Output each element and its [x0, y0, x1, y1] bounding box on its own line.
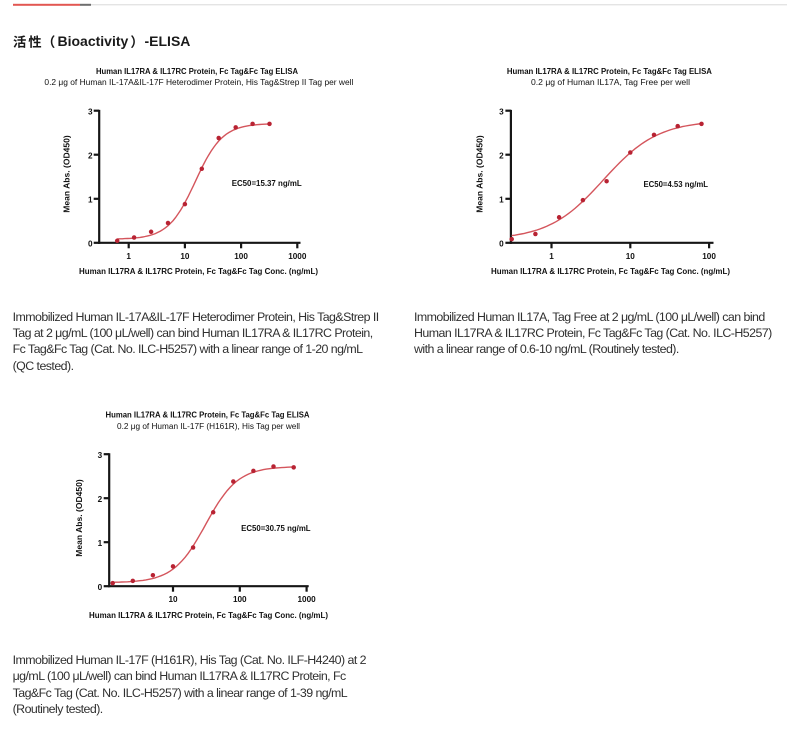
svg-text:1: 1 [549, 252, 554, 261]
svg-text:0.2 μg of Human IL-17A&IL-17F: 0.2 μg of Human IL-17A&IL-17F Heterodime… [44, 78, 353, 87]
svg-text:1000: 1000 [297, 595, 316, 604]
svg-text:Human IL17RA & IL17RC Protein,: Human IL17RA & IL17RC Protein, Fc Tag&Fc… [96, 67, 298, 76]
svg-text:1000: 1000 [288, 252, 307, 261]
svg-text:1: 1 [126, 252, 131, 261]
svg-text:3: 3 [88, 107, 93, 116]
svg-text:10: 10 [180, 252, 190, 261]
svg-text:Human IL17RA & IL17RC Protein,: Human IL17RA & IL17RC Protein, Fc Tag&Fc… [89, 611, 328, 620]
svg-text:0: 0 [499, 239, 504, 248]
svg-text:10: 10 [168, 595, 178, 604]
svg-text:EC50=4.53 ng/mL: EC50=4.53 ng/mL [644, 180, 709, 189]
svg-text:2: 2 [98, 495, 103, 504]
svg-text:10: 10 [626, 252, 636, 261]
svg-text:100: 100 [233, 595, 247, 604]
svg-text:Mean Abs. (OD450): Mean Abs. (OD450) [62, 135, 71, 213]
svg-text:EC50=15.37 ng/mL: EC50=15.37 ng/mL [232, 179, 302, 188]
svg-text:3: 3 [98, 451, 103, 460]
svg-text:Human IL17RA & IL17RC Protein,: Human IL17RA & IL17RC Protein, Fc Tag&Fc… [106, 411, 310, 420]
svg-text:-ELISA: -ELISA [145, 33, 191, 49]
svg-text:Human IL17RA & IL17RC Protein,: Human IL17RA & IL17RC Protein, Fc Tag&Fc… [507, 67, 712, 76]
svg-text:100: 100 [702, 252, 716, 261]
svg-text:1: 1 [88, 195, 93, 204]
svg-text:Mean Abs. (OD450): Mean Abs. (OD450) [476, 135, 485, 213]
svg-text:EC50=30.75 ng/mL: EC50=30.75 ng/mL [241, 524, 311, 533]
svg-text:1: 1 [499, 195, 504, 204]
svg-text:2: 2 [499, 151, 504, 160]
svg-text:Human IL17RA & IL17RC Protein,: Human IL17RA & IL17RC Protein, Fc Tag&Fc… [491, 267, 730, 276]
svg-text:3: 3 [499, 107, 504, 116]
svg-text:Mean Abs. (OD450): Mean Abs. (OD450) [75, 479, 84, 557]
svg-text:0.2 μg of Human IL-17F (H161R): 0.2 μg of Human IL-17F (H161R), His Tag … [117, 422, 300, 431]
svg-text:1: 1 [98, 539, 103, 548]
svg-text:0: 0 [88, 239, 93, 248]
svg-text:Bioactivity: Bioactivity [58, 33, 129, 49]
svg-text:2: 2 [88, 151, 93, 160]
svg-text:Human IL17RA & IL17RC Protein,: Human IL17RA & IL17RC Protein, Fc Tag&Fc… [79, 267, 318, 276]
svg-text:0: 0 [98, 583, 103, 592]
svg-text:100: 100 [234, 252, 248, 261]
svg-text:0.2 μg of Human IL17A, Tag Fre: 0.2 μg of Human IL17A, Tag Free per well [531, 78, 690, 87]
